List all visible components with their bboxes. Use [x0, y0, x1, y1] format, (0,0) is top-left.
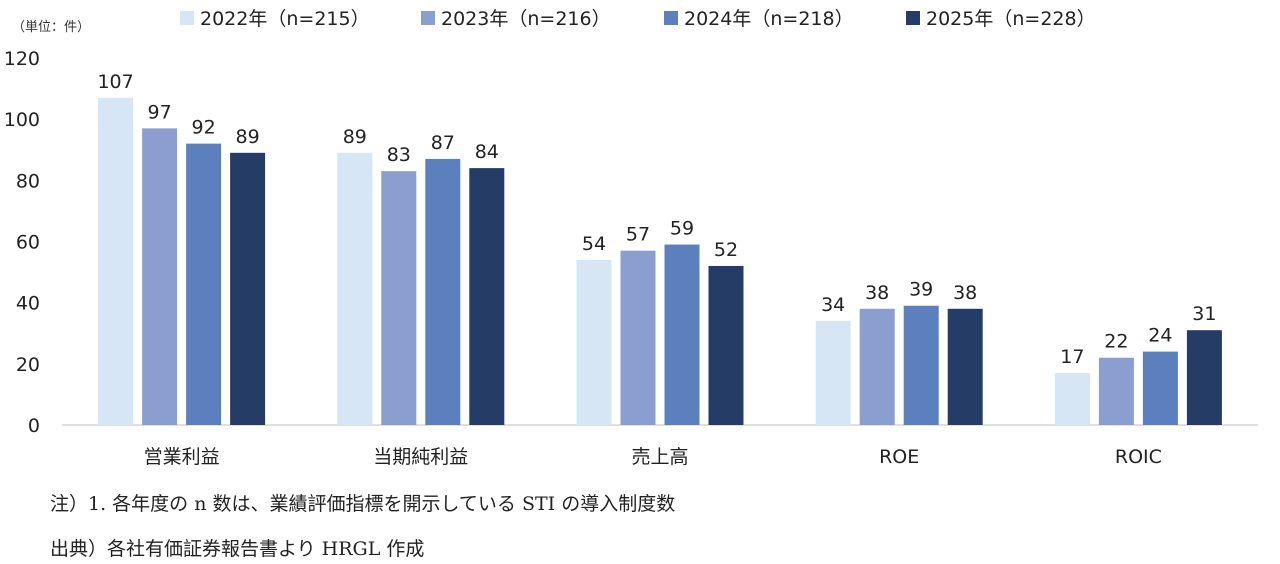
legend-item-2025: 2025年（n=228） [906, 4, 1096, 31]
x-tick-label: 当期純利益 [373, 446, 468, 468]
data-label: 34 [821, 294, 845, 316]
legend-swatch-2023 [421, 10, 435, 25]
bar [664, 244, 700, 425]
bar [230, 152, 266, 425]
data-label: 52 [714, 239, 738, 261]
legend-swatch-2022 [180, 10, 194, 25]
bar [576, 259, 612, 425]
y-tick-label: 0 [28, 415, 40, 437]
bar [98, 97, 134, 425]
bar [620, 250, 656, 425]
data-label: 83 [387, 144, 411, 166]
bar [469, 168, 505, 425]
data-label: 84 [475, 141, 499, 163]
legend-item-2022: 2022年（n=215） [180, 4, 370, 31]
bar [1098, 357, 1134, 425]
y-tick-label: 100 [4, 109, 40, 131]
data-label: 54 [582, 233, 606, 255]
data-label: 22 [1104, 331, 1128, 353]
legend-item-2023: 2023年（n=216） [421, 4, 611, 31]
data-label: 87 [431, 132, 455, 154]
legend-label-2023: 2023年（n=216） [441, 8, 611, 30]
data-label: 89 [343, 126, 367, 148]
legend: 2022年（n=215） 2023年（n=216） 2024年（n=218） 2… [0, 4, 1280, 32]
data-label: 17 [1060, 346, 1084, 368]
bar [859, 308, 895, 425]
legend-label-2025: 2025年（n=228） [926, 8, 1096, 30]
bar [1186, 330, 1222, 425]
bar [1054, 373, 1090, 425]
legend-swatch-2024 [664, 10, 678, 25]
bar [1142, 351, 1178, 425]
x-tick-label: 売上高 [631, 446, 688, 468]
data-label: 31 [1192, 303, 1216, 325]
y-tick-label: 60 [16, 232, 40, 254]
legend-label-2022: 2022年（n=215） [200, 8, 370, 30]
data-label: 24 [1148, 325, 1172, 347]
legend-swatch-2025 [906, 10, 920, 25]
data-label: 97 [148, 101, 172, 123]
bar [142, 128, 178, 425]
bar-chart: 0 20 40 60 80 100 120 107 97 92 89 営業利益 89 83 87 84 当期純利… [4, 48, 1258, 468]
y-tick-label: 120 [4, 48, 40, 70]
bar [381, 171, 417, 425]
y-tick-label: 40 [16, 293, 40, 315]
x-tick-label: ROE [879, 446, 919, 468]
bar [815, 321, 851, 425]
legend-label-2024: 2024年（n=218） [684, 8, 854, 30]
data-label: 38 [953, 282, 977, 304]
x-tick-label: 営業利益 [144, 446, 220, 468]
unit-label: （単位：件） [12, 20, 91, 35]
y-tick-label: 80 [16, 170, 40, 192]
data-label: 92 [192, 117, 216, 139]
data-label: 39 [909, 279, 933, 301]
data-label: 57 [626, 224, 650, 246]
bar [903, 305, 939, 425]
legend-item-2024: 2024年（n=218） [664, 4, 854, 31]
y-tick-label: 20 [16, 354, 40, 376]
source-note: 出典）各社有価証券報告書より HRGL 作成 [50, 538, 425, 560]
footnote: 注）1. 各年度の n 数は、業績評価指標を開示している STI の導入制度数 [50, 493, 676, 515]
bar [186, 143, 222, 425]
data-label: 89 [236, 126, 260, 148]
bar [337, 152, 373, 425]
data-label: 38 [865, 282, 889, 304]
bar [708, 265, 744, 425]
data-label: 59 [670, 218, 694, 240]
bar [947, 308, 983, 425]
data-label: 107 [97, 71, 133, 93]
bar [425, 158, 461, 426]
x-tick-label: ROIC [1115, 446, 1162, 468]
